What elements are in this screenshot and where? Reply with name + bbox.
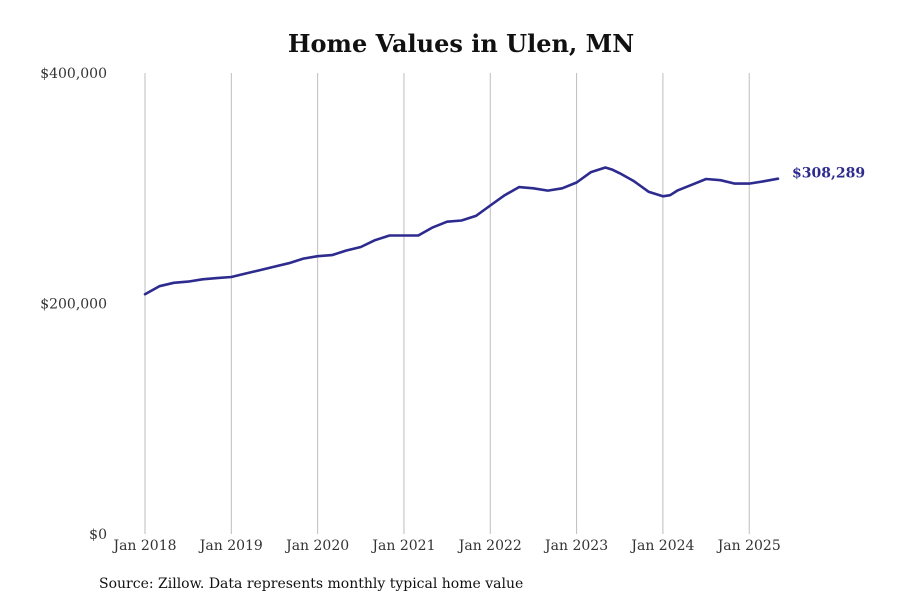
- x-tick-label: Jan 2019: [198, 538, 263, 554]
- series-line-0: [143, 166, 780, 296]
- plot-area: $308,289: [143, 166, 865, 296]
- end-value-label: $308,289: [792, 166, 865, 182]
- y-tick-label: $200,000: [40, 297, 107, 313]
- x-tick-label: Jan 2022: [457, 538, 522, 554]
- chart-title: Home Values in Ulen, MN: [288, 29, 634, 58]
- x-tick-label: Jan 2023: [543, 538, 608, 554]
- source-note: Source: Zillow. Data represents monthly …: [99, 576, 523, 592]
- y-tick-label: $400,000: [40, 66, 107, 82]
- x-tick-label: Jan 2025: [716, 538, 781, 554]
- x-tick-label: Jan 2018: [111, 538, 176, 554]
- gridlines: [144, 73, 750, 534]
- x-tick-label: Jan 2021: [370, 538, 435, 554]
- y-tick-label: $0: [89, 527, 107, 543]
- x-tick-label: Jan 2024: [629, 538, 694, 554]
- x-axis: Jan 2018 Jan 2019 Jan 2020 Jan 2021 Jan 2022…: [111, 538, 780, 554]
- x-tick-label: Jan 2020: [284, 538, 349, 554]
- y-axis: $0 $200,000 $400,000: [40, 66, 107, 543]
